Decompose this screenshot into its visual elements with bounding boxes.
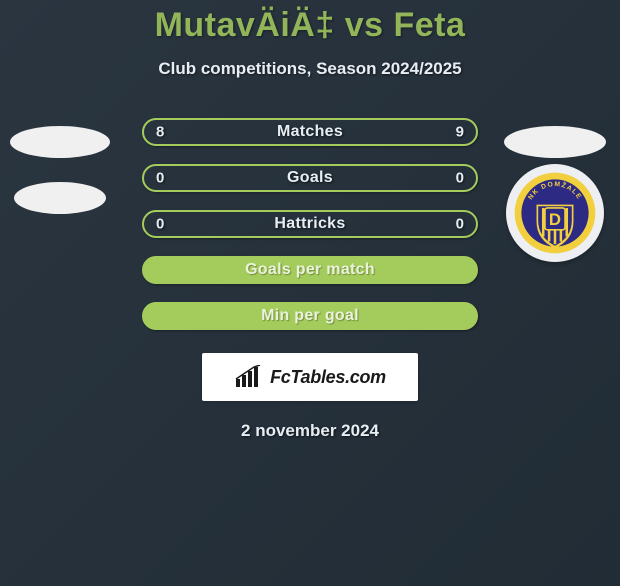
stat-right-value: 9 — [456, 124, 464, 141]
stat-pill-min-per-goal: Min per goal — [142, 302, 478, 330]
footer-date: 2 november 2024 — [0, 421, 620, 441]
site-logo-text: FcTables.com — [270, 367, 386, 388]
stat-right-value: 0 — [456, 216, 464, 233]
stat-rows: 8 Matches 9 0 Goals 0 0 Hattricks 0 Goal… — [0, 109, 620, 339]
stat-row: Goals per match — [0, 247, 620, 293]
stat-row: 8 Matches 9 — [0, 109, 620, 155]
stat-pill-matches: 8 Matches 9 — [142, 118, 478, 146]
comparison-subtitle: Club competitions, Season 2024/2025 — [0, 59, 620, 79]
stat-label: Matches — [277, 123, 343, 141]
stat-row: 0 Hattricks 0 — [0, 201, 620, 247]
stat-pill-hattricks: 0 Hattricks 0 — [142, 210, 478, 238]
stat-label: Goals per match — [245, 261, 375, 279]
site-logo: FcTables.com — [202, 353, 418, 401]
stat-right-value: 0 — [456, 170, 464, 187]
stat-left-value: 0 — [156, 170, 164, 187]
stat-left-value: 0 — [156, 216, 164, 233]
stat-label: Goals — [287, 169, 333, 187]
stat-label: Hattricks — [274, 215, 345, 233]
comparison-title: MutavÄiÄ‡ vs Feta — [0, 6, 620, 45]
bars-icon — [234, 365, 264, 389]
stat-pill-goals: 0 Goals 0 — [142, 164, 478, 192]
stat-label: Min per goal — [261, 307, 359, 325]
stat-left-value: 8 — [156, 124, 164, 141]
stat-pill-goals-per-match: Goals per match — [142, 256, 478, 284]
stat-row: 0 Goals 0 — [0, 155, 620, 201]
stat-row: Min per goal — [0, 293, 620, 339]
